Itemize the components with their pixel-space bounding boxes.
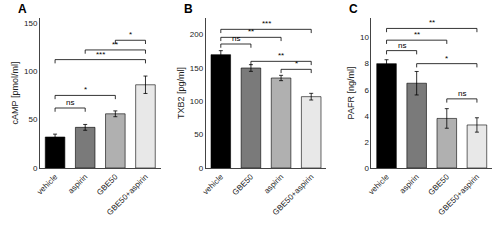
svg-text:2: 2 — [364, 138, 369, 147]
svg-text:vehicle: vehicle — [367, 172, 391, 196]
svg-text:aspirin: aspirin — [398, 172, 421, 195]
svg-text:GBE50+aspirin: GBE50+aspirin — [105, 172, 150, 217]
svg-text:***: *** — [262, 19, 271, 28]
svg-text:0: 0 — [33, 164, 38, 173]
svg-text:**: ** — [278, 51, 284, 60]
svg-text:vehicle: vehicle — [35, 172, 59, 196]
svg-text:ns: ns — [458, 89, 466, 98]
svg-text:ns: ns — [398, 41, 406, 50]
svg-text:4: 4 — [364, 112, 369, 121]
svg-text:aspirin: aspirin — [262, 172, 285, 195]
svg-text:vehicle: vehicle — [201, 172, 225, 196]
svg-text:**: ** — [414, 30, 420, 39]
svg-text:100: 100 — [24, 67, 38, 76]
svg-text:C: C — [349, 2, 358, 16]
svg-text:*: * — [445, 54, 448, 63]
svg-text:B: B — [184, 2, 193, 16]
svg-text:*: * — [129, 30, 132, 39]
svg-text:*: * — [295, 59, 298, 68]
svg-text:ns: ns — [66, 98, 74, 107]
svg-text:aspirin: aspirin — [66, 172, 89, 195]
svg-text:A: A — [18, 2, 27, 16]
svg-text:TXB2 [pg/ml]: TXB2 [pg/ml] — [176, 67, 186, 119]
svg-text:GBE50+aspirin: GBE50+aspirin — [271, 172, 316, 217]
svg-text:GBE50+aspirin: GBE50+aspirin — [437, 172, 482, 217]
svg-text:50: 50 — [194, 130, 203, 139]
svg-text:*: * — [84, 85, 87, 94]
svg-text:50: 50 — [28, 115, 37, 124]
svg-text:PAFR [ng/ml]: PAFR [ng/ml] — [346, 67, 356, 120]
svg-text:10: 10 — [360, 33, 369, 42]
svg-text:100: 100 — [190, 97, 204, 106]
svg-text:GBE50: GBE50 — [95, 172, 120, 197]
svg-text:6: 6 — [364, 86, 369, 95]
svg-text:200: 200 — [190, 30, 204, 39]
svg-text:0: 0 — [364, 164, 369, 173]
svg-text:***: *** — [96, 50, 105, 59]
svg-text:**: ** — [112, 40, 118, 49]
svg-text:ns: ns — [232, 34, 240, 43]
svg-text:**: ** — [248, 27, 254, 36]
svg-text:8: 8 — [364, 59, 369, 68]
svg-text:GBE50: GBE50 — [231, 172, 256, 197]
svg-text:150: 150 — [24, 19, 38, 28]
svg-text:0: 0 — [199, 164, 204, 173]
svg-text:GBE50: GBE50 — [426, 172, 451, 197]
svg-text:cAMP [pmol/ml]: cAMP [pmol/ml] — [10, 62, 20, 125]
svg-text:**: ** — [429, 18, 435, 27]
svg-text:150: 150 — [190, 64, 204, 73]
